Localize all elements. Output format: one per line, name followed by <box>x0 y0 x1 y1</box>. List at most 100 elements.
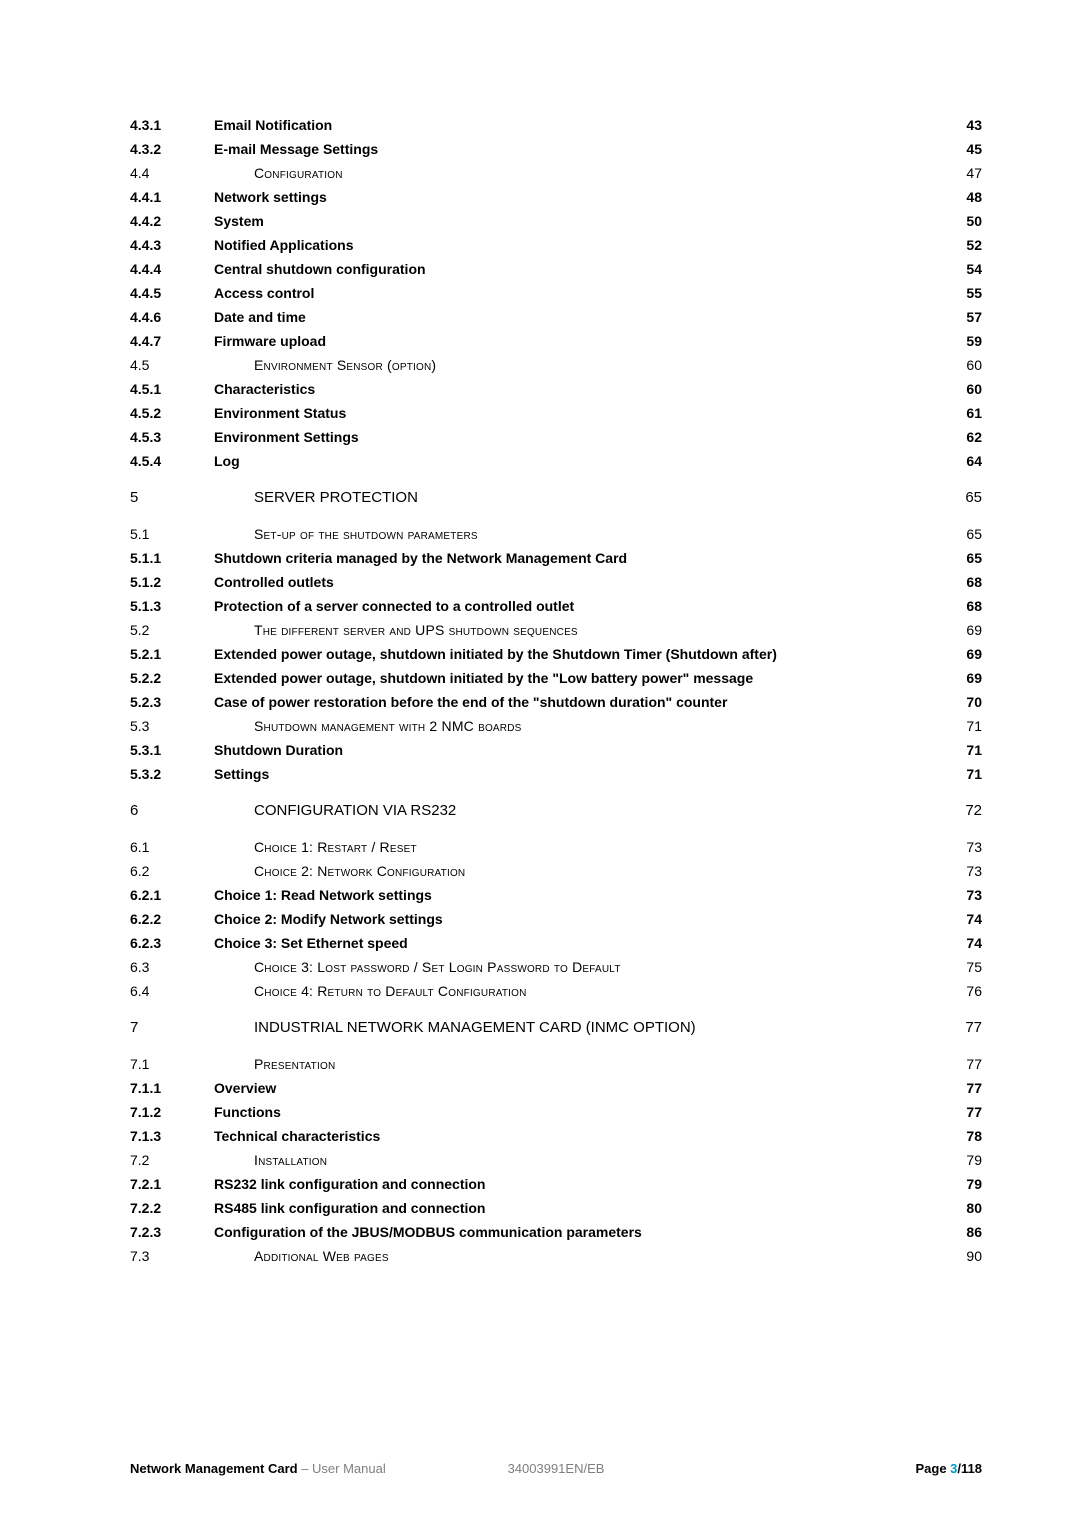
toc-title: Choice 1: Restart / Reset <box>214 840 942 854</box>
toc-row: 4.4Configuration47 <box>130 166 982 180</box>
toc-number: 6.1 <box>130 840 214 854</box>
toc-row: 6.4Choice 4: Return to Default Configura… <box>130 984 982 998</box>
toc-row: 7.1Presentation77 <box>130 1057 982 1071</box>
toc-title: E-mail Message Settings <box>214 142 942 156</box>
toc-number: 6.2 <box>130 864 214 878</box>
toc-page: 74 <box>942 912 982 926</box>
toc-row: 6.2.2Choice 2: Modify Network settings74 <box>130 912 982 926</box>
toc-row: 4.4.4Central shutdown configuration54 <box>130 262 982 276</box>
toc-number: 5.1.1 <box>130 551 214 565</box>
toc-row: 5SERVER PROTECTION65 <box>130 490 982 505</box>
toc-title: RS232 link configuration and connection <box>214 1177 942 1191</box>
toc-page: 86 <box>942 1225 982 1239</box>
toc-title: Environment Sensor (option) <box>214 358 942 372</box>
toc-title: Extended power outage, shutdown initiate… <box>214 671 942 685</box>
toc-number: 4.3.1 <box>130 118 214 132</box>
toc-title: Configuration of the JBUS/MODBUS communi… <box>214 1225 942 1239</box>
toc-number: 7.3 <box>130 1249 214 1263</box>
toc-row: 4.5.3Environment Settings62 <box>130 430 982 444</box>
toc-title: SERVER PROTECTION <box>214 490 942 505</box>
toc-row: 5.1Set-up of the shutdown parameters65 <box>130 527 982 541</box>
toc-number: 4.4 <box>130 166 214 180</box>
toc-number: 6.4 <box>130 984 214 998</box>
toc-number: 5.3 <box>130 719 214 733</box>
toc-page: 45 <box>942 142 982 156</box>
toc-page: 52 <box>942 238 982 252</box>
toc-row: 4.4.7Firmware upload59 <box>130 334 982 348</box>
toc-number: 7.2.3 <box>130 1225 214 1239</box>
toc-number: 4.3.2 <box>130 142 214 156</box>
toc-page: 76 <box>942 984 982 998</box>
toc-number: 4.4.5 <box>130 286 214 300</box>
toc-title: Case of power restoration before the end… <box>214 695 942 709</box>
toc-row: 6.2.3Choice 3: Set Ethernet speed74 <box>130 936 982 950</box>
toc-title: Configuration <box>214 166 942 180</box>
toc-row: 4.5Environment Sensor (option)60 <box>130 358 982 372</box>
toc-row: 6.2Choice 2: Network Configuration73 <box>130 864 982 878</box>
toc-number: 6.3 <box>130 960 214 974</box>
footer-center-text: 34003991EN/EB <box>508 1461 605 1476</box>
toc-title: Environment Settings <box>214 430 942 444</box>
toc-row: 7.1.3Technical characteristics78 <box>130 1129 982 1143</box>
toc-title: Shutdown management with 2 NMC boards <box>214 719 942 733</box>
toc-row: 5.2.2Extended power outage, shutdown ini… <box>130 671 982 685</box>
toc-row: 4.5.4Log64 <box>130 454 982 468</box>
toc-row: 7.3Additional Web pages90 <box>130 1249 982 1263</box>
toc-number: 5.2.3 <box>130 695 214 709</box>
toc-row: 5.1.2Controlled outlets68 <box>130 575 982 589</box>
toc-page: 71 <box>942 743 982 757</box>
toc-number: 4.4.1 <box>130 190 214 204</box>
toc-number: 4.5 <box>130 358 214 372</box>
toc-page: 54 <box>942 262 982 276</box>
toc-number: 4.4.4 <box>130 262 214 276</box>
toc-page: 61 <box>942 406 982 420</box>
toc-page: 57 <box>942 310 982 324</box>
toc-title: Set-up of the shutdown parameters <box>214 527 942 541</box>
toc-number: 5.1 <box>130 527 214 541</box>
toc-page: 90 <box>942 1249 982 1263</box>
toc-page: 69 <box>942 623 982 637</box>
toc-page: 60 <box>942 358 982 372</box>
toc-row: 5.2.1Extended power outage, shutdown ini… <box>130 647 982 661</box>
toc-title: CONFIGURATION VIA RS232 <box>214 803 942 818</box>
toc-number: 5.3.1 <box>130 743 214 757</box>
toc-number: 6.2.2 <box>130 912 214 926</box>
toc-title: Additional Web pages <box>214 1249 942 1263</box>
page-footer: Network Management Card – User Manual 34… <box>130 1461 982 1476</box>
toc-row: 7.2Installation79 <box>130 1153 982 1167</box>
toc-title: Access control <box>214 286 942 300</box>
toc-page: 77 <box>942 1081 982 1095</box>
toc-page: 80 <box>942 1201 982 1215</box>
toc-row: 7.2.2RS485 link configuration and connec… <box>130 1201 982 1215</box>
toc-page: 73 <box>942 888 982 902</box>
toc-page: 65 <box>942 490 982 505</box>
toc-page: 68 <box>942 575 982 589</box>
toc-page: 73 <box>942 840 982 854</box>
toc-number: 4.4.6 <box>130 310 214 324</box>
toc-number: 5.2.2 <box>130 671 214 685</box>
toc-row: 4.4.2System50 <box>130 214 982 228</box>
toc-row: 7.1.1Overview77 <box>130 1081 982 1095</box>
toc-row: 5.3.1Shutdown Duration71 <box>130 743 982 757</box>
toc-title: The different server and UPS shutdown se… <box>214 623 942 637</box>
toc-title: Choice 1: Read Network settings <box>214 888 942 902</box>
toc-number: 4.4.3 <box>130 238 214 252</box>
toc-title: Choice 4: Return to Default Configuratio… <box>214 984 942 998</box>
toc-page: 50 <box>942 214 982 228</box>
toc-row: 4.4.5Access control55 <box>130 286 982 300</box>
toc-page: 48 <box>942 190 982 204</box>
toc-title: Characteristics <box>214 382 942 396</box>
toc-number: 5.2.1 <box>130 647 214 661</box>
toc-page: 69 <box>942 671 982 685</box>
toc-page: 62 <box>942 430 982 444</box>
toc-page: 78 <box>942 1129 982 1143</box>
toc-title: Choice 2: Modify Network settings <box>214 912 942 926</box>
toc-page: 77 <box>942 1020 982 1035</box>
toc-row: 5.3.2Settings71 <box>130 767 982 781</box>
page: 4.3.1Email Notification434.3.2E-mail Mes… <box>0 0 1080 1528</box>
toc-title: Installation <box>214 1153 942 1167</box>
toc-row: 5.1.3Protection of a server connected to… <box>130 599 982 613</box>
toc-number: 7.1.2 <box>130 1105 214 1119</box>
toc-row: 5.1.1Shutdown criteria managed by the Ne… <box>130 551 982 565</box>
toc-title: Settings <box>214 767 942 781</box>
